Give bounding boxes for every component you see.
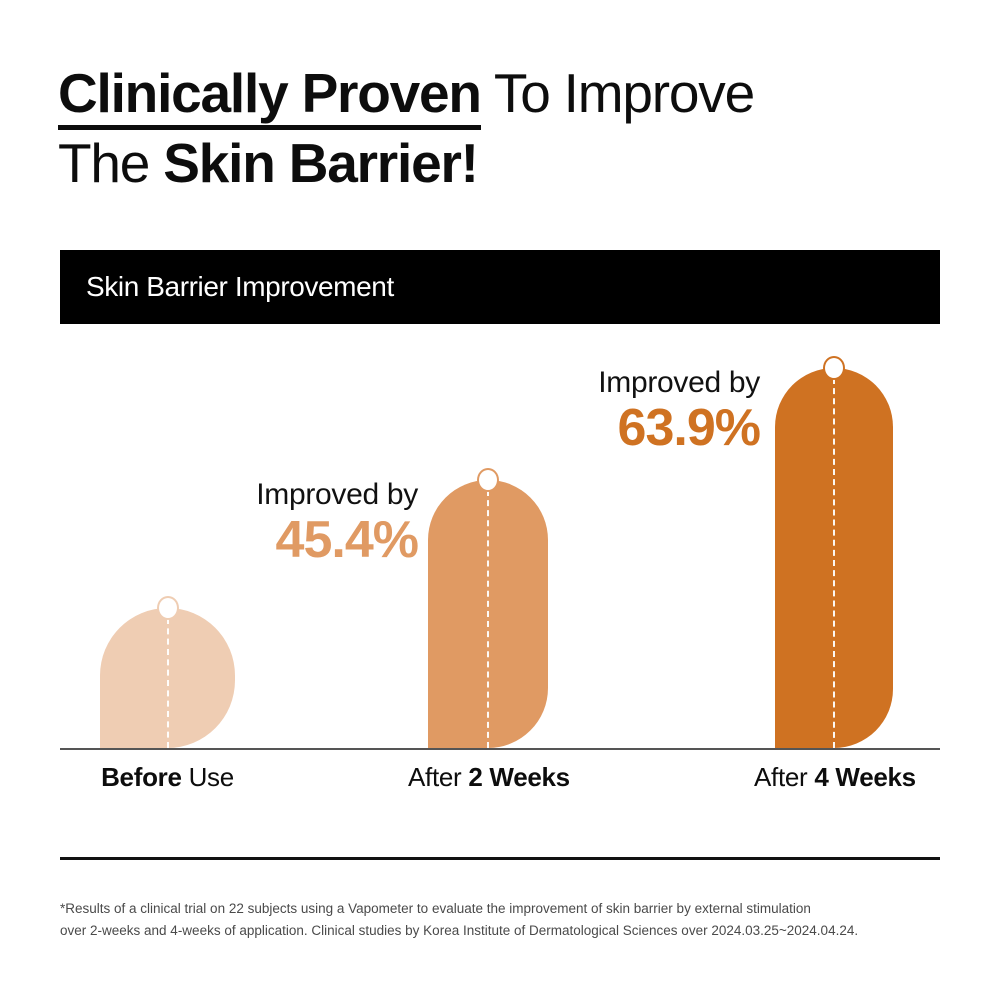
x-axis-label-2-weeks-prefix: After <box>408 762 469 792</box>
callout-improved-label-4-weeks: Improved by <box>598 366 760 399</box>
bar-top-marker-2-weeks <box>477 468 499 492</box>
headline-line-2: The Skin Barrier! <box>58 128 938 198</box>
x-axis-label-after-2-weeks: After 2 Weeks <box>408 762 570 793</box>
bar-group-before-use <box>100 596 235 748</box>
bar-center-dashed-line-2-weeks <box>487 490 489 748</box>
footnote: *Results of a clinical trial on 22 subje… <box>60 898 940 943</box>
x-axis-label-after-4-weeks: After 4 Weeks <box>754 762 916 793</box>
x-axis-label-before-use: Before Use <box>100 762 235 793</box>
bar-group-after-2-weeks <box>428 468 548 748</box>
footer-divider <box>60 857 940 860</box>
x-axis-label-before-use-prefix: Before <box>101 762 189 792</box>
bar-top-marker-4-weeks <box>823 356 845 380</box>
footnote-line-1: *Results of a clinical trial on 22 subje… <box>60 901 811 916</box>
callout-after-4-weeks: Improved by 63.9% <box>530 366 761 457</box>
bar-center-dashed-line-before-use <box>166 618 169 748</box>
section-header-bar: Skin Barrier Improvement <box>60 250 940 324</box>
headline-underlined-text: Clinically Proven <box>58 62 482 130</box>
footnote-line-2: over 2-weeks and 4-weeks of application.… <box>60 923 859 939</box>
bar-group-after-4-weeks <box>775 356 893 748</box>
x-axis-label-before-use-suffix: Use <box>188 762 235 792</box>
x-axis-label-4-weeks-suffix: 4 Weeks <box>814 762 916 792</box>
headline-line-2-bold: Skin Barrier! <box>163 132 479 195</box>
headline-line-1-rest: To Improve <box>480 62 755 124</box>
x-axis-label-2-weeks-suffix: 2 Weeks <box>468 762 570 792</box>
callout-value-4-weeks: 63.9% <box>617 399 761 457</box>
section-header-title: Skin Barrier Improvement <box>86 271 394 302</box>
callout-value-2-weeks: 45.4% <box>275 511 419 569</box>
bar-chart: Before Use Improved by 45.4% After 2 Wee… <box>60 350 940 792</box>
bar-top-marker-before-use <box>156 596 179 620</box>
callout-improved-label-2-weeks: Improved by <box>256 478 418 511</box>
headline-line-1: Clinically Proven To Improve <box>58 58 938 130</box>
bar-center-dashed-line-4-weeks <box>833 378 835 748</box>
x-axis-label-4-weeks-prefix: After <box>754 762 815 792</box>
headline-line-2-regular: The <box>58 132 164 195</box>
page-title: Clinically Proven To Improve The Skin Ba… <box>58 58 938 199</box>
callout-after-2-weeks: Improved by 45.4% <box>188 478 419 569</box>
chart-axis-line <box>60 748 940 750</box>
